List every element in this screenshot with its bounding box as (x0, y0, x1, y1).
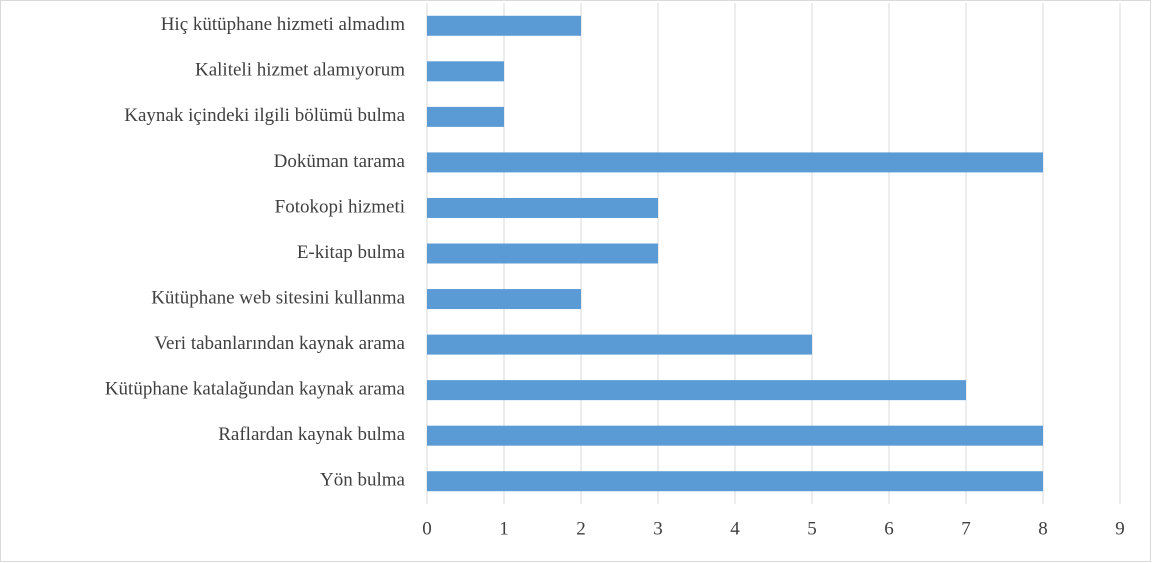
y-tick-label: Raflardan kaynak bulma (218, 424, 405, 445)
x-tick-label: 6 (884, 518, 894, 539)
y-tick-label: Doküman tarama (274, 151, 406, 172)
y-tick-label: Kaynak içindeki ilgili bölümü bulma (124, 105, 405, 126)
bar (427, 243, 658, 264)
bar (427, 197, 658, 218)
x-tick-label: 0 (422, 518, 432, 539)
bar (427, 61, 504, 82)
bar (427, 471, 1043, 492)
y-tick-label: Yön bulma (320, 470, 406, 491)
y-tick-label: Fotokopi hizmeti (275, 196, 405, 217)
x-tick-label: 4 (730, 518, 740, 539)
y-tick-label: Hiç kütüphane hizmeti almadım (161, 14, 406, 35)
x-tick-label: 1 (499, 518, 509, 539)
bar (427, 380, 966, 401)
bar (427, 15, 581, 36)
bar (427, 334, 812, 355)
x-tick-label: 2 (576, 518, 586, 539)
bar (427, 106, 504, 127)
bar (427, 289, 581, 310)
y-tick-label: E-kitap bulma (297, 242, 406, 263)
bar (427, 152, 1043, 173)
x-tick-label: 8 (1038, 518, 1048, 539)
x-tick-label: 5 (807, 518, 817, 539)
x-tick-label: 7 (961, 518, 971, 539)
y-tick-label: Kütüphane web sitesini kullanma (151, 287, 405, 308)
x-tick-label: 9 (1115, 518, 1125, 539)
bar (427, 425, 1043, 446)
y-tick-label: Veri tabanlarından kaynak arama (154, 333, 405, 354)
y-tick-label: Kütüphane katalağundan kaynak arama (105, 378, 406, 399)
x-tick-label: 3 (653, 518, 663, 539)
y-tick-label: Kaliteli hizmet alamıyorum (195, 60, 405, 81)
